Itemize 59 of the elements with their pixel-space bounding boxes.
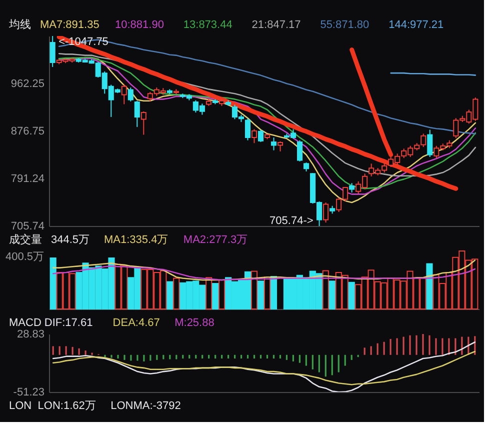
text: MA2:277.3万 [183, 234, 248, 246]
text: MA7:891.35 [40, 19, 100, 31]
bar [250, 270, 258, 310]
series-label: MA1:335.4万 [104, 234, 168, 246]
text: 55:871.80 [320, 19, 370, 31]
line-series [56, 36, 458, 191]
candlestick [50, 36, 56, 68]
candlestick [128, 87, 134, 102]
bar [206, 277, 212, 310]
y-tick-label: 962.25 [10, 78, 44, 90]
y-tick-label: 705.74 [10, 220, 44, 232]
annotation: 705.74-> [270, 215, 314, 227]
candlestick [121, 84, 127, 105]
text: 10:881.90 [115, 19, 164, 31]
candlestick [270, 137, 277, 151]
chart-title: 成交量 [9, 233, 42, 246]
bar [166, 281, 174, 310]
candlestick [297, 140, 303, 162]
candlestick [134, 100, 140, 128]
text: 13:873.44 [183, 19, 232, 31]
bar [257, 280, 264, 310]
bar [322, 270, 329, 310]
text: 144:977.21 [388, 19, 444, 31]
bar [264, 276, 271, 310]
bar [50, 257, 56, 310]
candlestick [349, 182, 355, 194]
bar [426, 263, 433, 310]
text: 400.5万 [5, 251, 44, 263]
bar [218, 280, 226, 310]
series-label: 344.5万 [51, 234, 90, 246]
line-series [52, 341, 476, 392]
candlestick [258, 129, 264, 142]
y-tick-label: 28.83 [16, 328, 44, 340]
text: LON [9, 400, 32, 412]
bar [270, 276, 278, 310]
text: LON:1.62万 [38, 400, 96, 412]
legend-title: 均线 [8, 18, 31, 31]
y-tick-label: 876.75 [10, 125, 44, 138]
text: 21:847.17 [252, 19, 301, 31]
candlestick [140, 110, 146, 136]
bar [173, 278, 180, 310]
text: LONMA:-3792 [110, 400, 181, 412]
y-tick-label: 791.24 [10, 173, 44, 185]
bar [328, 280, 336, 310]
chart-title: MACD [9, 317, 42, 329]
text: DEA:4.67 [112, 317, 160, 329]
bar [348, 282, 355, 310]
candlestick [427, 129, 433, 158]
y-tick-label: -51.23 [13, 386, 44, 398]
candlestick [420, 133, 426, 148]
text: DIF:17.61 [44, 317, 93, 329]
text: M:25.88 [174, 317, 214, 329]
candlestick [244, 118, 251, 141]
candlestick [251, 128, 258, 144]
candlestick [323, 202, 329, 224]
bar [212, 282, 219, 310]
line-series [52, 350, 476, 386]
line-series [350, 48, 394, 157]
candlestick [277, 140, 284, 152]
